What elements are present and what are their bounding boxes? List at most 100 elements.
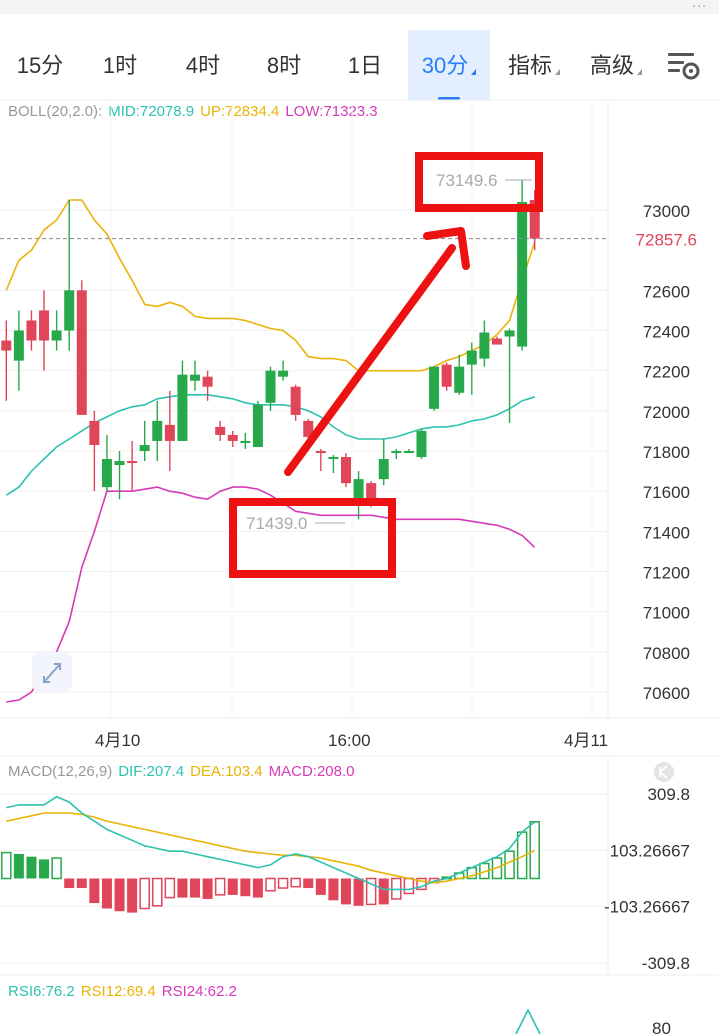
macd-hist-bar (403, 877, 415, 895)
macd-hist-bar (139, 877, 150, 910)
candle-body (64, 290, 75, 331)
boll-lower-value: LOW:71323.3 (285, 103, 378, 120)
macd-hist-bar (101, 878, 112, 909)
boll-legend-name: BOLL(20,2.0): (8, 103, 103, 120)
candle (403, 448, 414, 454)
tab-label: 高级 (589, 53, 634, 78)
candle-body (152, 420, 163, 441)
tab-30min[interactable]: 30分 (408, 30, 490, 100)
macd-tick-label: 103.26667 (610, 841, 690, 860)
macd-tick-label: -309.8 (642, 954, 690, 973)
candle-body (479, 332, 490, 359)
rsi-tick-label: 80 (652, 1019, 671, 1034)
rsi6-value: RSI6:76.2 (8, 983, 75, 1000)
low-price-label: 71439.0 (246, 514, 307, 533)
candle-body (290, 386, 301, 415)
candle-body (429, 366, 440, 409)
macd-hist-bar (13, 853, 24, 879)
price-tick-label: 70600 (643, 684, 690, 703)
candle-body (353, 479, 364, 504)
last-price-tag: 72857.6 (636, 231, 697, 250)
price-tick-label: 73000 (643, 202, 690, 221)
candle (127, 440, 138, 492)
candle (328, 455, 339, 474)
candle (416, 428, 427, 460)
candle (164, 390, 175, 472)
candle (1, 320, 12, 401)
macd-hist-bar (76, 878, 87, 889)
tab-1d[interactable]: 1日 (325, 30, 405, 100)
macd-dea-line (6, 812, 536, 884)
candle (290, 384, 301, 421)
tab-8h[interactable]: 8时 (244, 30, 324, 100)
candle (64, 199, 75, 351)
candle-body (315, 451, 326, 454)
zoom-hint-icon (32, 652, 72, 692)
macd-hist-bar (127, 878, 138, 913)
boll-mid-value: MID:72078.9 (108, 103, 195, 120)
macd-hist-bar (202, 878, 213, 899)
macd-hist-bar (315, 878, 326, 895)
price-tick-label: 71200 (643, 564, 690, 583)
tab-label: 1时 (102, 53, 138, 78)
price-tick-label: 71800 (643, 443, 690, 462)
macd-hist-bar (64, 878, 75, 889)
price-tick-label: 72200 (643, 363, 690, 382)
more-icon[interactable]: ... (692, 0, 707, 10)
candle (378, 438, 389, 486)
macd-legend: MACD(12,26,9) DIF:207.4 DEA:103.4 MACD:208.… (8, 763, 361, 780)
candle-body (529, 199, 540, 239)
candle (177, 360, 188, 441)
macd-hist-bar (277, 877, 289, 889)
candle (152, 400, 163, 462)
chart-settings-icon (668, 53, 700, 80)
macd-hist-bar (504, 850, 515, 880)
candle (529, 189, 540, 251)
macd-hist-bar (265, 877, 276, 892)
tab-indicators[interactable]: 指标 (494, 30, 574, 100)
tab-label: 4时 (185, 53, 221, 78)
macd-hist-bar (164, 877, 176, 899)
candle-body (227, 434, 238, 441)
candle (278, 360, 289, 381)
macd-hist-bar (353, 878, 364, 906)
top-status-strip: ... (0, 0, 719, 14)
dropdown-corner-icon (471, 69, 477, 75)
candle-body (164, 424, 175, 441)
candle (340, 453, 351, 488)
candle (454, 354, 465, 395)
macd-dea-value: DEA:103.4 (190, 763, 263, 780)
candle (504, 328, 515, 423)
macd-hist-bar (26, 856, 37, 879)
macd-hist-bar (1, 851, 12, 880)
macd-hist-bar (89, 878, 100, 904)
tab-label: 指标 (507, 53, 552, 78)
price-tick-label: 71000 (643, 604, 690, 623)
macd-hist-bar (252, 878, 263, 898)
candle (114, 451, 125, 500)
candle-body (378, 459, 389, 480)
macd-collapse-bg (654, 762, 674, 782)
macd-hist-bar (177, 878, 188, 898)
macd-collapse-icon (654, 762, 674, 782)
tab-15min[interactable]: 15分 (0, 30, 80, 100)
tab-1h[interactable]: 1时 (80, 30, 160, 100)
candle (252, 400, 263, 447)
tab-4h[interactable]: 4时 (163, 30, 243, 100)
candle-body (466, 350, 477, 365)
candle-body (1, 340, 12, 351)
rsi12-value: RSI12:69.4 (80, 983, 156, 1000)
candle-body (13, 330, 24, 361)
candle-body (328, 457, 339, 460)
tab-label: 1日 (347, 53, 383, 78)
candle-body (265, 370, 276, 403)
tab-advanced[interactable]: 高级 (576, 30, 656, 100)
candle (76, 280, 87, 415)
candle (391, 448, 402, 460)
candle (429, 366, 440, 411)
candle-body (89, 420, 100, 445)
last-price-tag-bg (611, 224, 719, 253)
candle-body (39, 310, 50, 341)
chart-settings-button[interactable] (664, 50, 704, 84)
